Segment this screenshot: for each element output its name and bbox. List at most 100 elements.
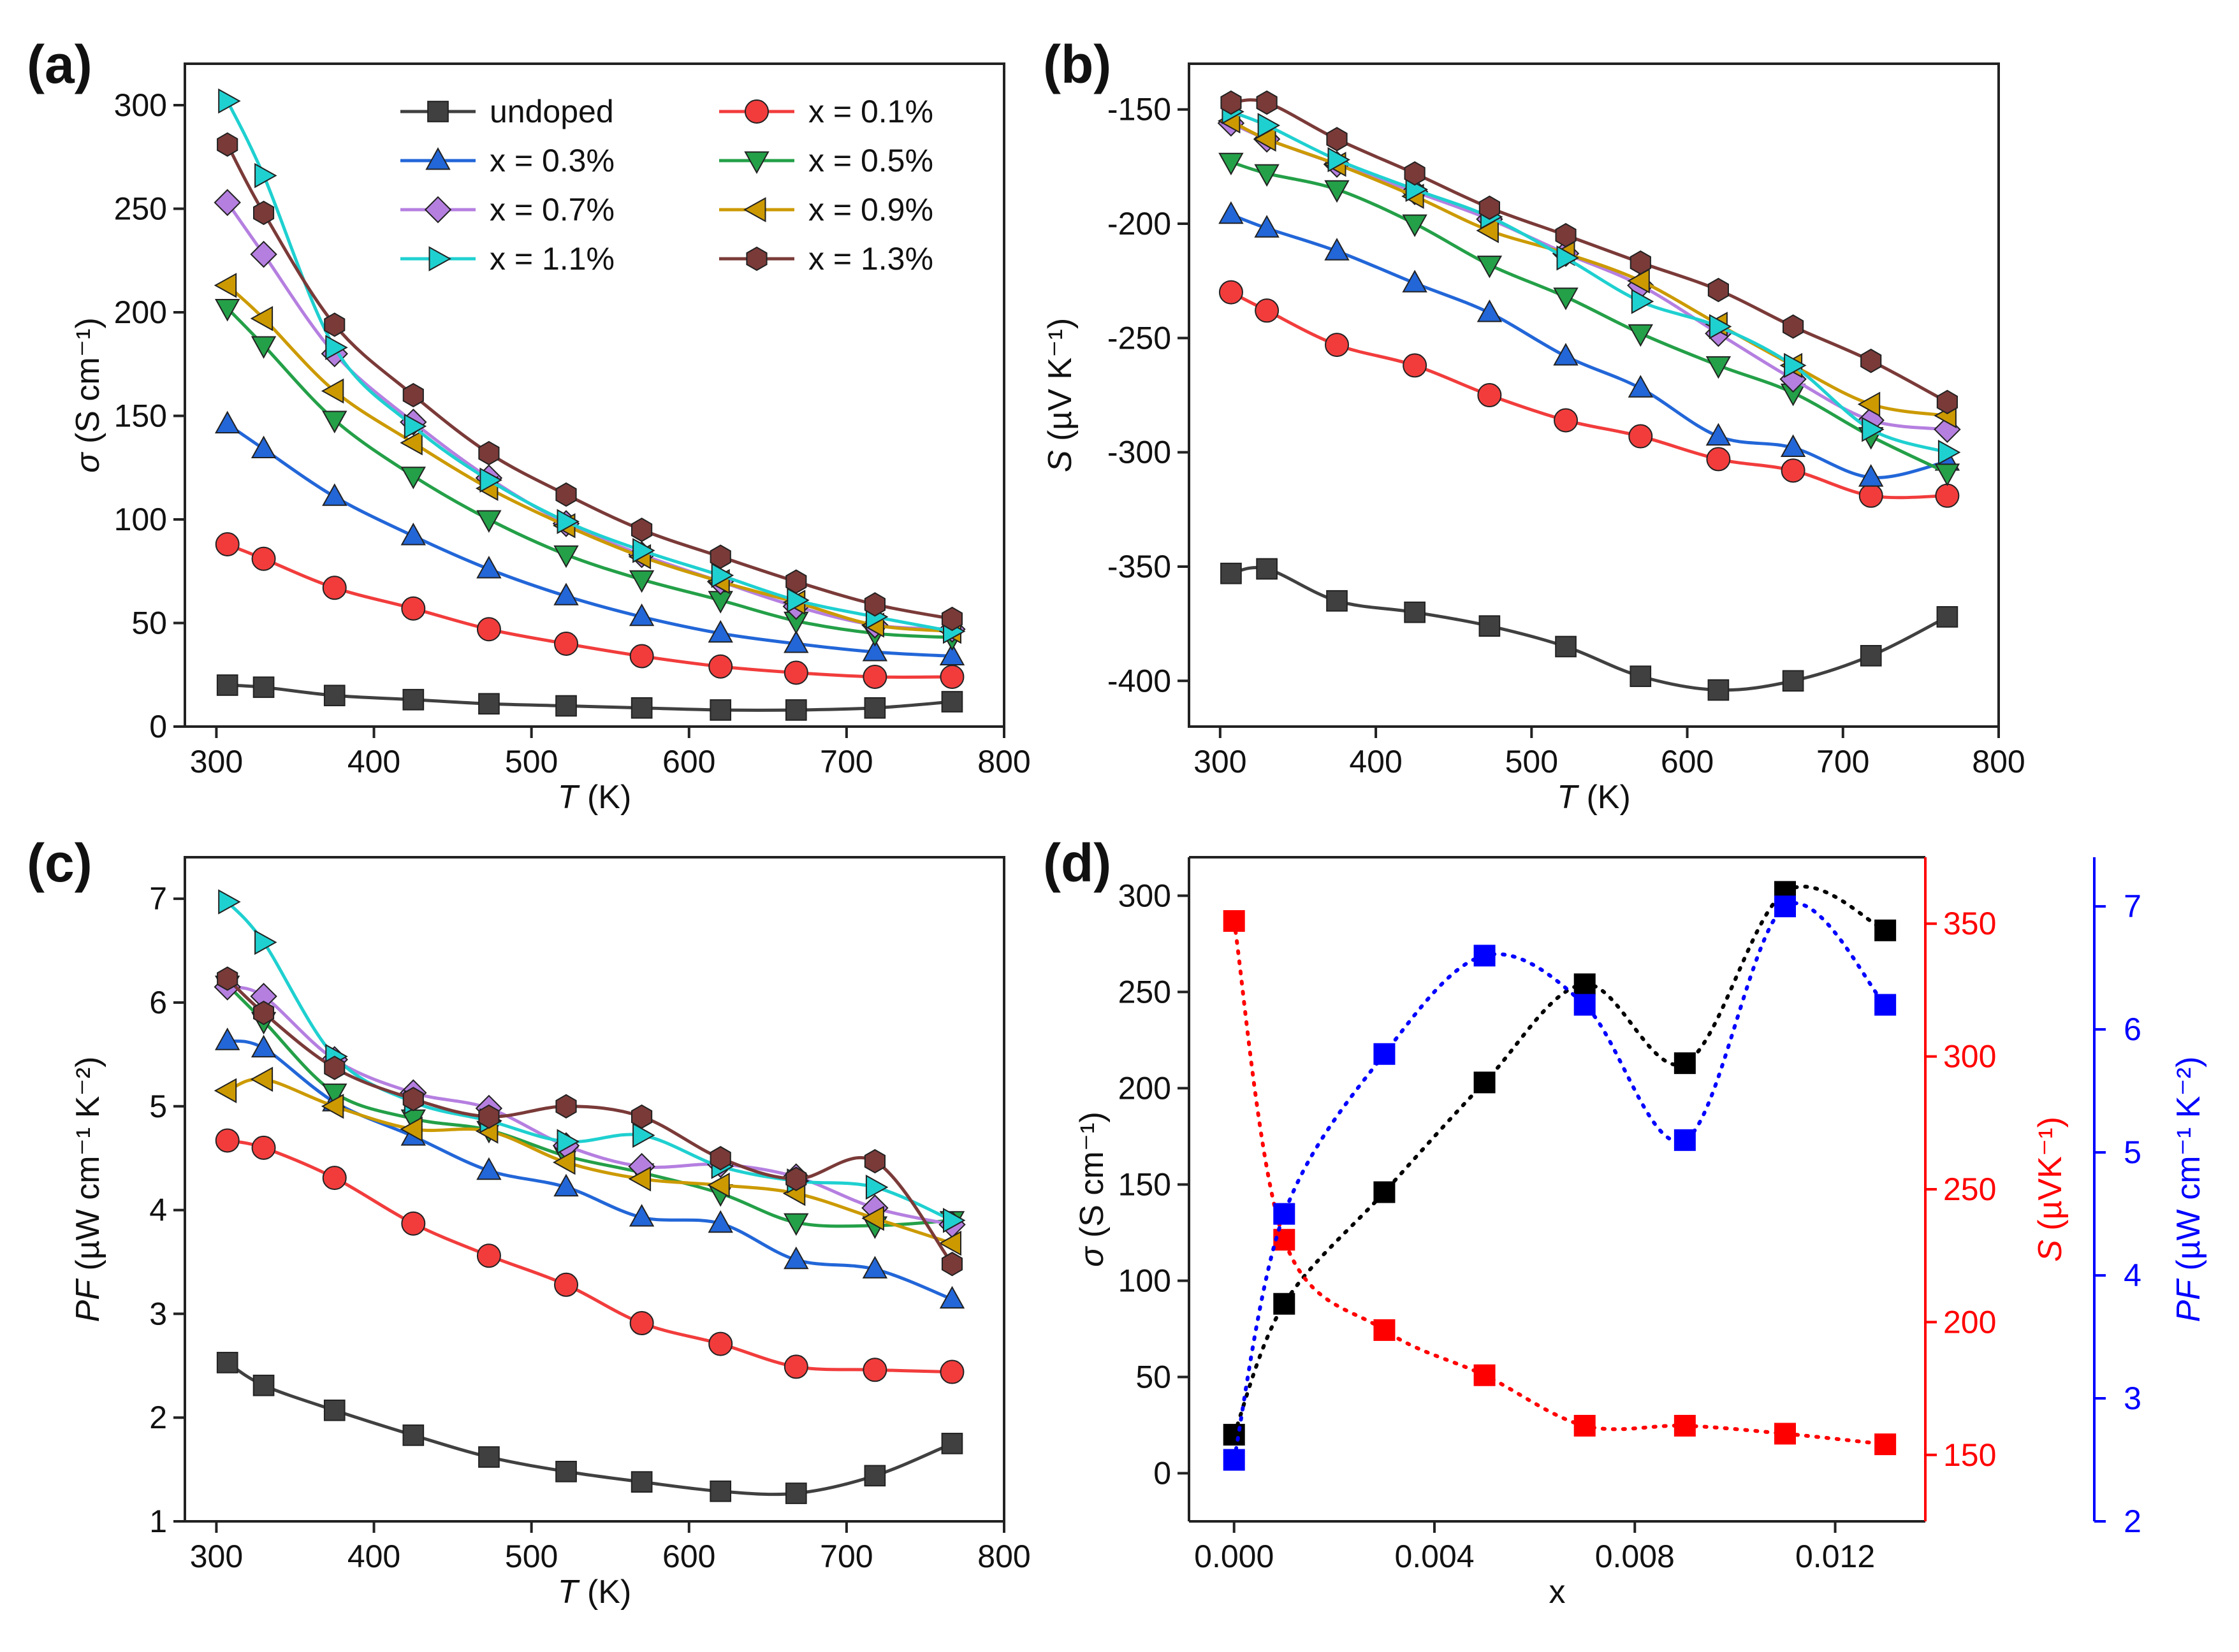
data-point xyxy=(1936,389,1958,414)
data-point xyxy=(1223,910,1245,932)
data-point xyxy=(1404,161,1426,186)
data-point xyxy=(861,1205,884,1231)
data-point xyxy=(476,1157,502,1180)
plot-frame xyxy=(184,856,1005,1523)
data-point xyxy=(708,1210,733,1233)
data-point xyxy=(1324,238,1350,261)
data-point xyxy=(215,299,240,322)
data-point xyxy=(1325,333,1350,358)
y-tick-label: -200 xyxy=(1107,206,1171,242)
data-point xyxy=(787,588,810,613)
data-point xyxy=(253,1001,275,1025)
data-point xyxy=(404,414,427,439)
data-point xyxy=(402,382,424,408)
x-tick-label: 0.012 xyxy=(1795,1539,1875,1574)
data-point xyxy=(215,410,240,433)
data-point xyxy=(629,1204,655,1227)
data-point xyxy=(1934,463,1960,486)
right-axis-2-tick-label: 3 xyxy=(2124,1380,2141,1416)
data-point xyxy=(1706,447,1731,472)
right-axis-1-label: S (µVK⁻¹) xyxy=(2032,1117,2069,1262)
data-point xyxy=(631,1104,653,1129)
legend-label: undoped xyxy=(490,94,614,129)
data-point xyxy=(322,1166,347,1191)
data-point xyxy=(479,467,502,493)
data-point xyxy=(1553,287,1579,310)
data-point xyxy=(553,1150,576,1175)
data-point xyxy=(400,523,426,546)
right-axis-2-tick-label: 2 xyxy=(2124,1503,2141,1539)
data-point xyxy=(400,430,423,456)
data-point xyxy=(1373,1319,1396,1341)
data-point xyxy=(554,1272,579,1297)
x-tick-label: 800 xyxy=(977,1539,1030,1574)
y-tick-label: 0 xyxy=(1153,1455,1171,1491)
series-1 xyxy=(215,532,965,689)
data-point xyxy=(938,1231,961,1256)
data-point xyxy=(1273,1293,1295,1315)
data-point xyxy=(250,306,273,331)
data-point xyxy=(1707,277,1729,303)
data-point xyxy=(555,1094,577,1119)
series-3 xyxy=(1218,152,1960,486)
data-point xyxy=(254,929,277,955)
series-line xyxy=(226,977,954,1265)
right-axis-2-tick-label: 4 xyxy=(2124,1257,2141,1293)
data-point xyxy=(632,1122,655,1148)
data-point xyxy=(1477,383,1502,407)
data-point xyxy=(1874,1433,1897,1456)
x-tick-label: 700 xyxy=(820,744,873,779)
data-point xyxy=(1404,601,1426,623)
right-axis-2-label: PF (µW cm⁻¹ K⁻²) xyxy=(2170,1057,2207,1322)
x-tick-label: 400 xyxy=(1349,744,1402,779)
series-line xyxy=(1230,566,1948,692)
data-point xyxy=(218,88,241,114)
y-tick-label: 150 xyxy=(1118,1166,1171,1202)
data-point xyxy=(557,1129,580,1154)
legend-marker xyxy=(746,246,768,272)
data-point xyxy=(1705,356,1732,379)
data-point xyxy=(1220,562,1242,584)
data-point xyxy=(1273,1203,1295,1225)
data-point xyxy=(251,435,277,458)
data-point xyxy=(710,1146,731,1171)
data-point xyxy=(710,1480,732,1502)
data-point xyxy=(1674,1052,1696,1075)
right-axis-2-tick-label: 6 xyxy=(2124,1011,2141,1047)
data-point xyxy=(939,642,965,665)
data-point xyxy=(400,467,427,489)
legend-marker xyxy=(744,151,769,174)
y-tick-label: 5 xyxy=(149,1089,167,1124)
right-axis-1-tick-label: 200 xyxy=(1943,1304,1996,1340)
data-point xyxy=(631,697,653,719)
data-point xyxy=(476,617,501,642)
data-point xyxy=(1256,558,1278,580)
data-point xyxy=(1674,1129,1696,1151)
data-point xyxy=(1326,590,1348,612)
y-tick-label: 100 xyxy=(1118,1263,1171,1298)
y-axis-label: σ (S cm⁻¹) xyxy=(69,317,106,473)
data-point xyxy=(555,695,577,717)
data-point xyxy=(402,688,425,711)
data-point xyxy=(1373,1043,1396,1065)
data-point xyxy=(1628,375,1653,398)
data-point xyxy=(631,1471,653,1493)
data-point xyxy=(322,1083,347,1106)
data-point xyxy=(478,1446,500,1468)
series-2 xyxy=(1218,201,1960,487)
data-point xyxy=(218,889,241,915)
data-point xyxy=(1631,289,1654,314)
data-point xyxy=(401,1211,426,1236)
right-axis-1-tick-label: 350 xyxy=(1943,906,1996,941)
legend-label: x = 0.9% xyxy=(808,192,933,228)
data-point xyxy=(251,336,277,359)
panel-a: 300 400 500 600 700 800 0 50 100 150 200 250 300 T (K… xyxy=(27,34,1031,816)
data-point xyxy=(629,644,654,669)
data-point xyxy=(785,1166,807,1191)
data-point xyxy=(324,312,346,337)
data-point xyxy=(401,596,426,621)
data-point xyxy=(1774,1423,1796,1445)
data-point xyxy=(250,240,277,268)
legend-marker xyxy=(745,99,769,124)
data-point xyxy=(1220,90,1242,115)
